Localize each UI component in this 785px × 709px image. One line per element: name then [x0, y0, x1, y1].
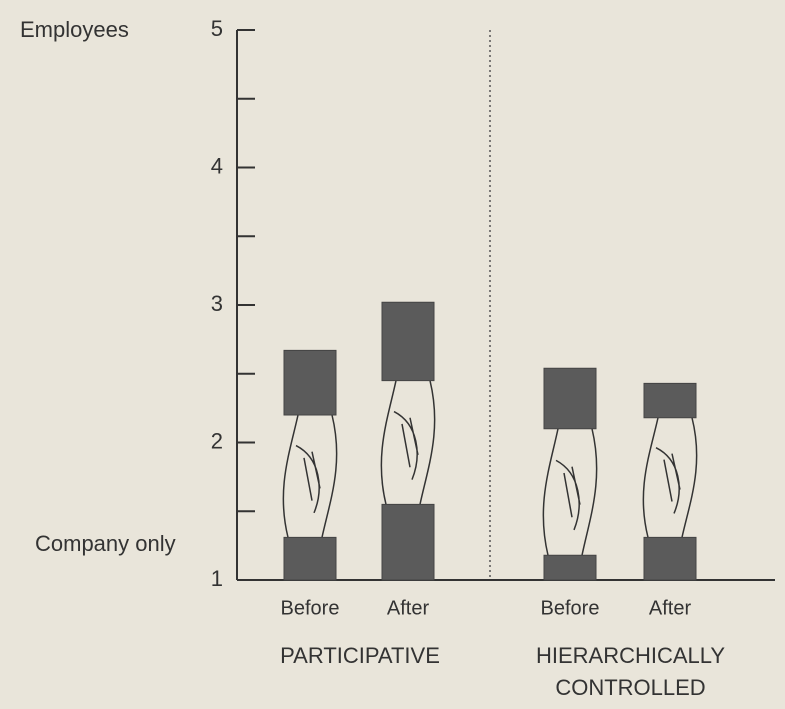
employees-box — [284, 350, 336, 415]
company-box — [284, 537, 336, 580]
employees-box — [544, 368, 596, 429]
hands — [543, 429, 596, 556]
x-tick-label: Before — [541, 597, 600, 619]
group-label: PARTICIPATIVE — [240, 640, 480, 672]
y-tick-label: 3 — [211, 291, 223, 316]
y-tick-label: 1 — [211, 566, 223, 591]
x-tick-label: After — [387, 597, 430, 619]
y-tick-label: 2 — [211, 428, 223, 453]
hands — [643, 418, 696, 538]
x-tick-label: Before — [281, 597, 340, 619]
y-tick-label: 4 — [211, 153, 223, 178]
y-label-top: Employees — [20, 14, 129, 46]
company-box — [544, 555, 596, 580]
chart: 1 2 3 4 5 Before After Before After — [0, 0, 785, 709]
hands — [381, 381, 434, 505]
y-label-bottom: Company only — [35, 528, 185, 560]
company-box — [382, 504, 434, 580]
group-label: HIERARCHICALLY CONTROLLED — [488, 640, 773, 704]
page: 1 2 3 4 5 Before After Before After Employees Co… — [0, 0, 785, 709]
x-tick-label: After — [649, 597, 692, 619]
employees-box — [644, 383, 696, 417]
company-box — [644, 537, 696, 580]
employees-box — [382, 302, 434, 380]
hands — [283, 415, 336, 537]
y-tick-label: 5 — [211, 16, 223, 41]
